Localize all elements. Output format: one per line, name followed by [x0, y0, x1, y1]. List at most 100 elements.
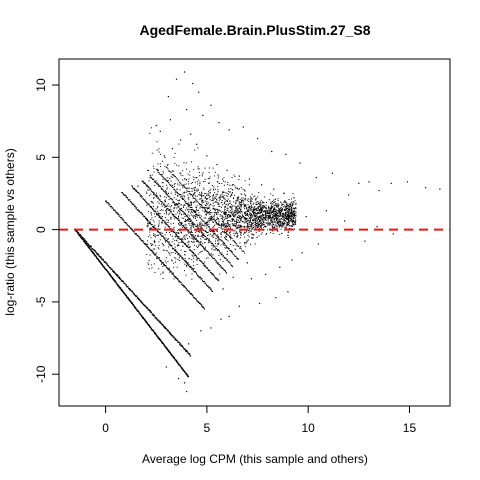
scatter-point	[174, 183, 176, 185]
scatter-point	[155, 245, 157, 247]
scatter-point	[294, 200, 296, 202]
scatter-point	[260, 199, 262, 201]
scatter-point	[260, 217, 262, 219]
scatter-point	[211, 217, 213, 219]
scatter-point	[216, 213, 218, 215]
scatter-point	[183, 258, 185, 260]
scatter-point	[263, 202, 265, 204]
scatter-point	[257, 216, 259, 218]
scatter-point	[293, 223, 295, 225]
scatter-point	[152, 313, 154, 315]
scatter-point	[150, 177, 152, 179]
scatter-point	[190, 201, 192, 203]
scatter-point	[172, 174, 174, 176]
scatter-point	[218, 223, 220, 225]
scatter-point	[261, 205, 263, 207]
scatter-point	[290, 203, 292, 205]
scatter-point	[197, 240, 199, 242]
scatter-point	[246, 211, 248, 213]
scatter-point	[257, 207, 259, 209]
scatter-point	[150, 237, 152, 239]
scatter-point	[159, 130, 161, 132]
scatter-point	[170, 252, 172, 254]
scatter-point	[172, 274, 174, 276]
scatter-point	[176, 360, 178, 362]
scatter-point	[227, 201, 229, 203]
scatter-point	[201, 197, 203, 199]
scatter-point	[100, 256, 102, 258]
scatter-point	[218, 175, 220, 177]
scatter-point	[119, 215, 121, 217]
scatter-point	[148, 170, 150, 172]
scatter-point	[237, 208, 239, 210]
scatter-point	[135, 206, 137, 208]
scatter-point	[105, 200, 107, 202]
scatter-point	[203, 233, 205, 235]
scatter-point	[223, 256, 225, 258]
scatter-point	[129, 227, 131, 229]
scatter-point	[125, 196, 127, 198]
scatter-point	[163, 237, 165, 239]
scatter-point	[182, 368, 184, 370]
scatter-point	[123, 281, 125, 283]
scatter-point	[207, 239, 209, 241]
scatter-point	[249, 220, 251, 222]
scatter-point	[153, 197, 155, 199]
scatter-point	[288, 205, 290, 207]
scatter-point	[177, 194, 179, 196]
scatter-point	[208, 178, 210, 180]
scatter-point	[250, 230, 252, 232]
scatter-point	[281, 204, 283, 206]
scatter-point	[235, 225, 237, 227]
scatter-point	[283, 222, 285, 224]
scatter-point	[165, 366, 167, 368]
scatter-point	[174, 204, 176, 206]
scatter-point	[272, 211, 274, 213]
scatter-point	[137, 234, 139, 236]
scatter-point	[250, 230, 252, 232]
scatter-point	[204, 192, 206, 194]
scatter-point	[254, 221, 257, 223]
scatter-point	[288, 207, 290, 209]
scatter-point	[187, 194, 189, 196]
scatter-point	[186, 246, 188, 248]
scatter-point	[220, 227, 222, 229]
scatter-point	[199, 223, 201, 225]
scatter-point	[250, 243, 252, 245]
scatter-point	[254, 216, 256, 218]
scatter-point	[86, 241, 88, 243]
scatter-point	[224, 212, 226, 214]
scatter-point	[144, 199, 146, 201]
scatter-point	[83, 240, 85, 242]
scatter-point	[293, 202, 295, 204]
scatter-point	[213, 214, 215, 216]
scatter-point	[229, 262, 231, 264]
scatter-point	[217, 209, 219, 211]
scatter-point	[278, 212, 280, 214]
scatter-point	[149, 248, 151, 250]
scatter-point	[109, 274, 111, 276]
scatter-point	[249, 196, 251, 198]
scatter-point	[126, 222, 128, 224]
scatter-point	[186, 245, 188, 247]
scatter-point	[225, 195, 227, 197]
scatter-point	[155, 227, 157, 229]
scatter-point	[269, 223, 271, 225]
scatter-point	[179, 212, 181, 214]
scatter-point	[139, 195, 141, 197]
scatter-point	[151, 174, 153, 176]
scatter-point	[184, 220, 186, 222]
scatter-point	[119, 278, 121, 280]
scatter-point	[149, 221, 151, 223]
scatter-point	[160, 166, 162, 168]
scatter-point	[260, 207, 262, 209]
scatter-point	[182, 224, 184, 226]
scatter-point	[186, 216, 188, 218]
scatter-point	[167, 268, 169, 270]
scatter-point	[239, 247, 241, 249]
scatter-point	[193, 215, 195, 217]
scatter-point	[243, 226, 245, 228]
scatter-point	[158, 212, 160, 214]
scatter-point	[95, 251, 97, 253]
scatter-point	[209, 241, 211, 243]
